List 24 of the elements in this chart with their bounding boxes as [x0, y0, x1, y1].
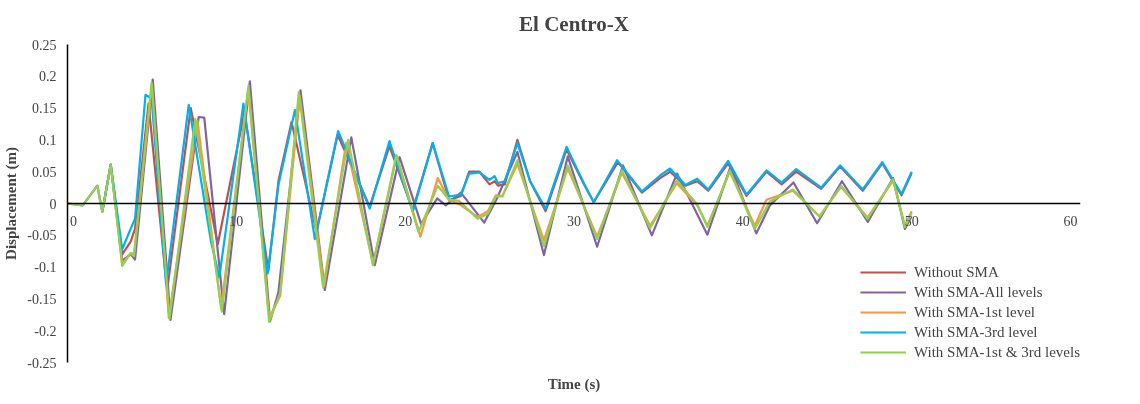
y-tick-label: -0.05: [27, 228, 57, 244]
y-tick-label: 0: [49, 196, 57, 212]
y-tick-label: 0.15: [32, 101, 57, 117]
y-tick-label: -0.15: [27, 291, 57, 307]
legend-label: With SMA-All levels: [913, 283, 1043, 301]
x-tick-label: 20: [398, 213, 413, 229]
x-tick-label: 60: [1063, 213, 1078, 229]
y-axis-title: Displacement (m): [3, 147, 21, 260]
y-tick-label: 0.1: [39, 132, 57, 148]
y-tick-label: -0.2: [34, 323, 57, 339]
y-tick-label: -0.1: [34, 260, 57, 276]
x-tick-label: 0: [70, 213, 77, 229]
y-tick-label: 0.25: [32, 37, 57, 53]
x-tick-label: 40: [735, 213, 750, 229]
x-tick-label: 30: [567, 213, 581, 229]
legend-label: With SMA-1st level: [913, 303, 1035, 321]
legend-label: With SMA-3rd level: [913, 323, 1038, 341]
legend-label: Without SMA: [913, 263, 999, 281]
legend-label: With SMA-1st & 3rd levels: [913, 343, 1080, 361]
y-tick-label: 0.2: [39, 69, 57, 85]
chart-title: El Centro-X: [519, 11, 629, 36]
y-tick-label: -0.25: [27, 355, 57, 371]
y-tick-label: 0.05: [32, 164, 57, 180]
x-axis-title: Time (s): [547, 375, 601, 393]
